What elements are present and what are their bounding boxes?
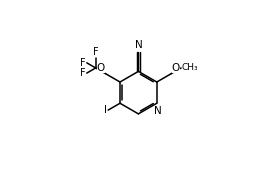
Text: F: F [93,47,99,57]
Text: CH₃: CH₃ [182,64,198,72]
Text: F: F [80,58,86,68]
Text: I: I [104,105,107,115]
Text: O: O [97,63,105,73]
Text: O: O [172,63,180,73]
Text: N: N [135,40,142,50]
Text: F: F [80,68,86,78]
Text: N: N [154,106,161,116]
